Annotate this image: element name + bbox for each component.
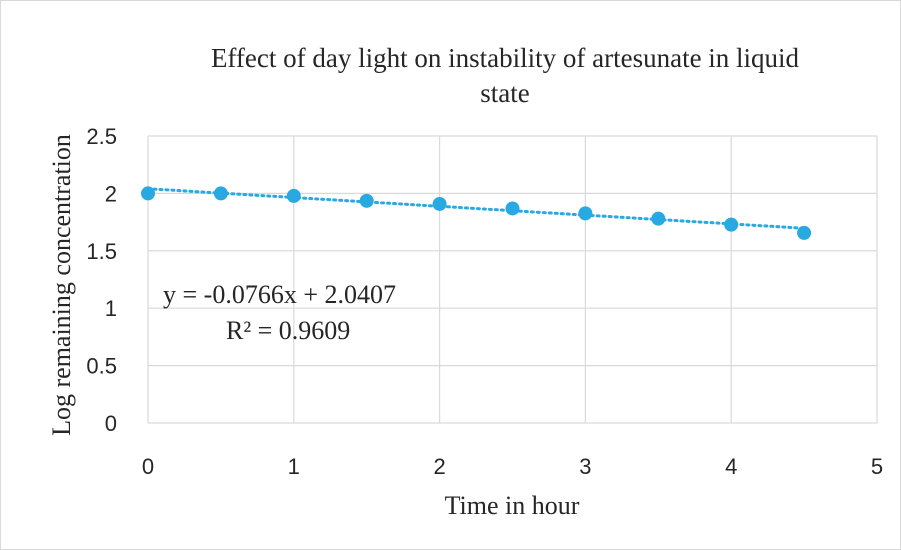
data-point (286, 188, 301, 203)
y-tick-label: 0 (105, 411, 117, 436)
y-tick-label: 1.5 (86, 239, 117, 264)
data-point (505, 201, 520, 216)
data-point (141, 186, 155, 201)
trendline-equation: y = -0.0766x + 2.0407 (163, 280, 396, 309)
x-tick-label: 1 (288, 454, 300, 479)
x-axis-title: Time in hour (445, 491, 580, 520)
y-axis-title: Log remaining concentration (47, 134, 76, 436)
data-point (724, 217, 739, 232)
data-points (141, 186, 812, 240)
data-point (651, 211, 666, 226)
y-tick-label: 0.5 (86, 354, 117, 379)
data-point (578, 206, 593, 221)
x-tick-label: 4 (725, 454, 737, 479)
x-tick-label: 0 (142, 454, 154, 479)
trendline-r-squared: R² = 0.9609 (226, 316, 350, 345)
x-tick-label: 2 (433, 454, 445, 479)
data-point (359, 193, 374, 208)
tick-labels: 0 0.5 1 1.5 2 2.5 0 1 2 3 4 5 (86, 124, 883, 479)
x-tick-label: 5 (871, 454, 883, 479)
y-tick-label: 2.5 (86, 124, 117, 149)
y-tick-label: 1 (105, 296, 117, 321)
y-tick-label: 2 (105, 181, 117, 206)
data-point (432, 196, 447, 211)
trendline (146, 187, 806, 230)
chart-title-line-2: state (480, 78, 529, 108)
data-point (797, 225, 812, 240)
chart-title-line-1: Effect of day light on instability of ar… (211, 43, 800, 73)
data-point (213, 186, 228, 201)
gridlines (147, 135, 878, 424)
trendline-group (146, 187, 806, 230)
x-tick-label: 3 (579, 454, 591, 479)
